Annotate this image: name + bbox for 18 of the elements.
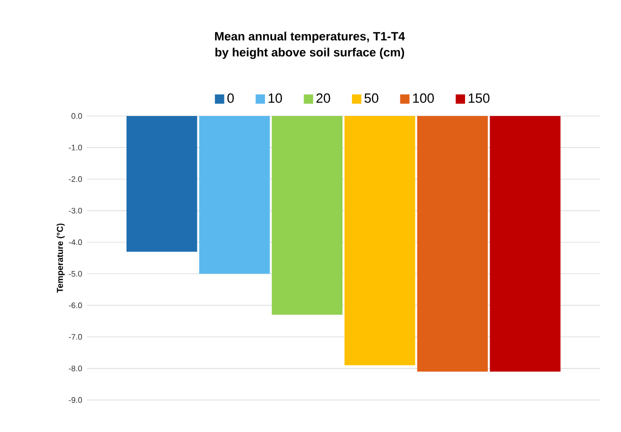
legend-label: 10 [268,93,282,103]
legend-label: 0 [227,93,234,103]
y-tick-label: -9.0 [68,397,82,403]
y-tick-label: -7.0 [68,334,82,340]
y-tick-label: -1.0 [68,144,82,150]
legend-label: 150 [468,93,490,103]
y-axis-title: Temperature (°C) [56,224,65,293]
y-tick-label: -4.0 [68,239,82,246]
legend-label: 20 [316,93,330,103]
y-tick-label: -5.0 [68,270,82,277]
y-tick-label: -6.0 [68,302,82,308]
legend-label: 50 [364,93,378,103]
y-tick-label: -2.0 [68,176,82,182]
y-tick-label: -8.0 [68,366,82,372]
chart-title: Mean annual temperatures, T1-T4 by height above soil surface (cm) [215,32,405,59]
y-tick-label: -3.0 [68,208,82,214]
y-tick-label: 0.0 [71,113,82,119]
legend-label: 100 [413,93,434,103]
